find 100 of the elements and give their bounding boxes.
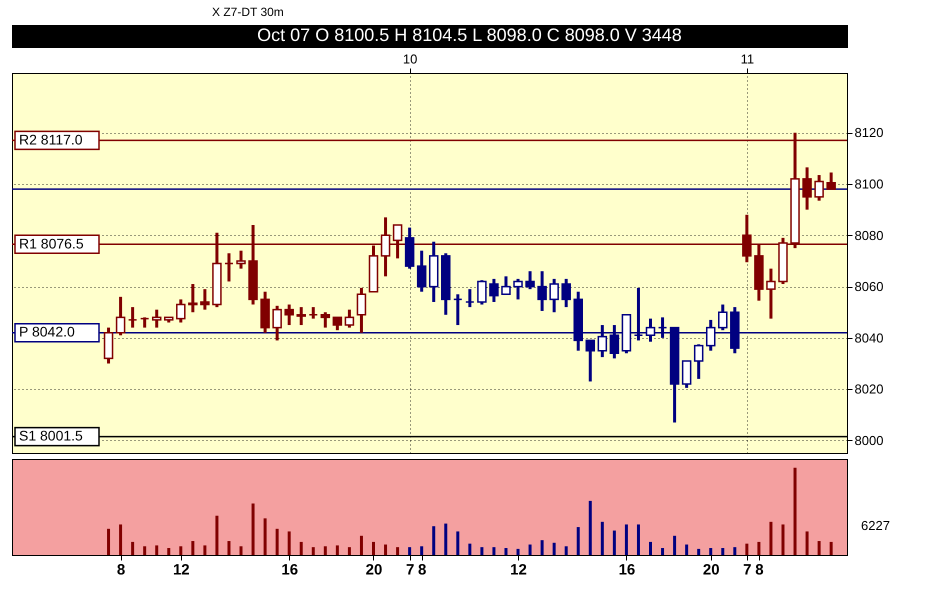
bar (155, 545, 158, 555)
candlestick (416, 250, 426, 292)
bar (709, 548, 712, 555)
bar (300, 542, 303, 555)
candlestick (718, 304, 728, 330)
bar (420, 546, 424, 555)
bar (564, 546, 568, 555)
candlestick (453, 294, 463, 326)
bar (588, 500, 592, 555)
x-tick-label: 11 (740, 52, 754, 66)
bar (119, 524, 122, 555)
bar (324, 546, 327, 555)
candlestick (694, 344, 704, 379)
bar (215, 516, 218, 555)
candlestick (320, 312, 330, 328)
bar (769, 522, 772, 555)
candlestick (537, 271, 547, 311)
x-tick-label: 20 (702, 562, 720, 578)
bar (408, 547, 412, 555)
candlestick (356, 288, 366, 333)
bar (649, 542, 652, 555)
bar (444, 524, 448, 555)
bar (516, 548, 520, 555)
y-tick-label: 8080 (854, 228, 884, 243)
bar (131, 542, 134, 555)
candlestick (140, 317, 150, 328)
candlestick (682, 360, 692, 388)
candlestick (489, 278, 499, 302)
bar (107, 528, 110, 555)
candlestick (332, 316, 342, 330)
x-tick-label: 20 (366, 562, 382, 578)
candlestick (308, 307, 318, 319)
bar (276, 528, 279, 555)
bar (203, 545, 206, 555)
candlestick (116, 296, 126, 336)
bar (806, 531, 809, 555)
bar (167, 548, 170, 555)
bar (191, 541, 194, 555)
y-tick-label: 8100 (854, 176, 884, 192)
bar (492, 547, 496, 555)
bar (372, 542, 375, 555)
candlestick (501, 276, 511, 296)
bar (360, 536, 363, 555)
bar (240, 546, 243, 555)
x-tick-label: 8 (755, 562, 764, 578)
x-tick-label: 8 (116, 562, 126, 578)
bar (348, 547, 351, 555)
bar (336, 545, 339, 555)
x-tick-label: 8 (418, 562, 426, 578)
candlestick (766, 268, 776, 319)
candlestick (176, 299, 186, 322)
bar (552, 542, 556, 555)
candlestick (525, 271, 535, 290)
candlestick (272, 306, 282, 340)
y-tick-label: 8040 (854, 330, 884, 346)
bar (745, 544, 748, 555)
bar (697, 548, 700, 555)
bar (179, 546, 182, 555)
text: 6227 (861, 518, 890, 534)
candlestick (284, 304, 294, 326)
x-tick-label: 16 (618, 562, 636, 578)
bar (396, 547, 400, 555)
bar (540, 540, 544, 555)
bar (612, 530, 616, 555)
candlestick (200, 289, 210, 310)
y-tick-label: 8120 (854, 125, 884, 140)
x-tick-label: 16 (281, 562, 298, 578)
candlestick (344, 310, 354, 328)
candlestick (128, 307, 138, 328)
bar (781, 524, 784, 555)
ref-line-label: R2 8117.0 (19, 131, 83, 148)
candlestick (188, 284, 198, 312)
bar (480, 547, 484, 555)
bar (685, 544, 688, 555)
candlestick (826, 172, 836, 190)
candlestick (477, 280, 487, 305)
candlestick (152, 310, 162, 328)
bar (733, 547, 736, 555)
bar (264, 518, 267, 555)
bar (384, 544, 388, 555)
y-tick-label: 8020 (854, 382, 884, 397)
chart-title: Oct 07 O 8100.5 H 8104.5 L 8098.0 C 8098.0 V 3448 (257, 25, 682, 45)
x-tick-label: 10 (402, 52, 418, 66)
bar (661, 548, 664, 555)
candlestick (549, 278, 559, 312)
bar (504, 548, 508, 555)
bar (818, 541, 821, 555)
bar (456, 531, 460, 555)
x-tick-label: 7 (406, 562, 414, 578)
bar (757, 542, 760, 555)
candlestick (236, 250, 246, 269)
bar (673, 536, 676, 555)
ref-line-label: S1 8001.5 (19, 428, 84, 444)
bar (288, 531, 291, 555)
bar (721, 548, 724, 555)
candlestick (513, 278, 523, 300)
candlestick (465, 289, 475, 308)
bar (143, 546, 146, 555)
ref-line-label: P 8042.0 (19, 324, 76, 340)
bar (252, 504, 255, 555)
